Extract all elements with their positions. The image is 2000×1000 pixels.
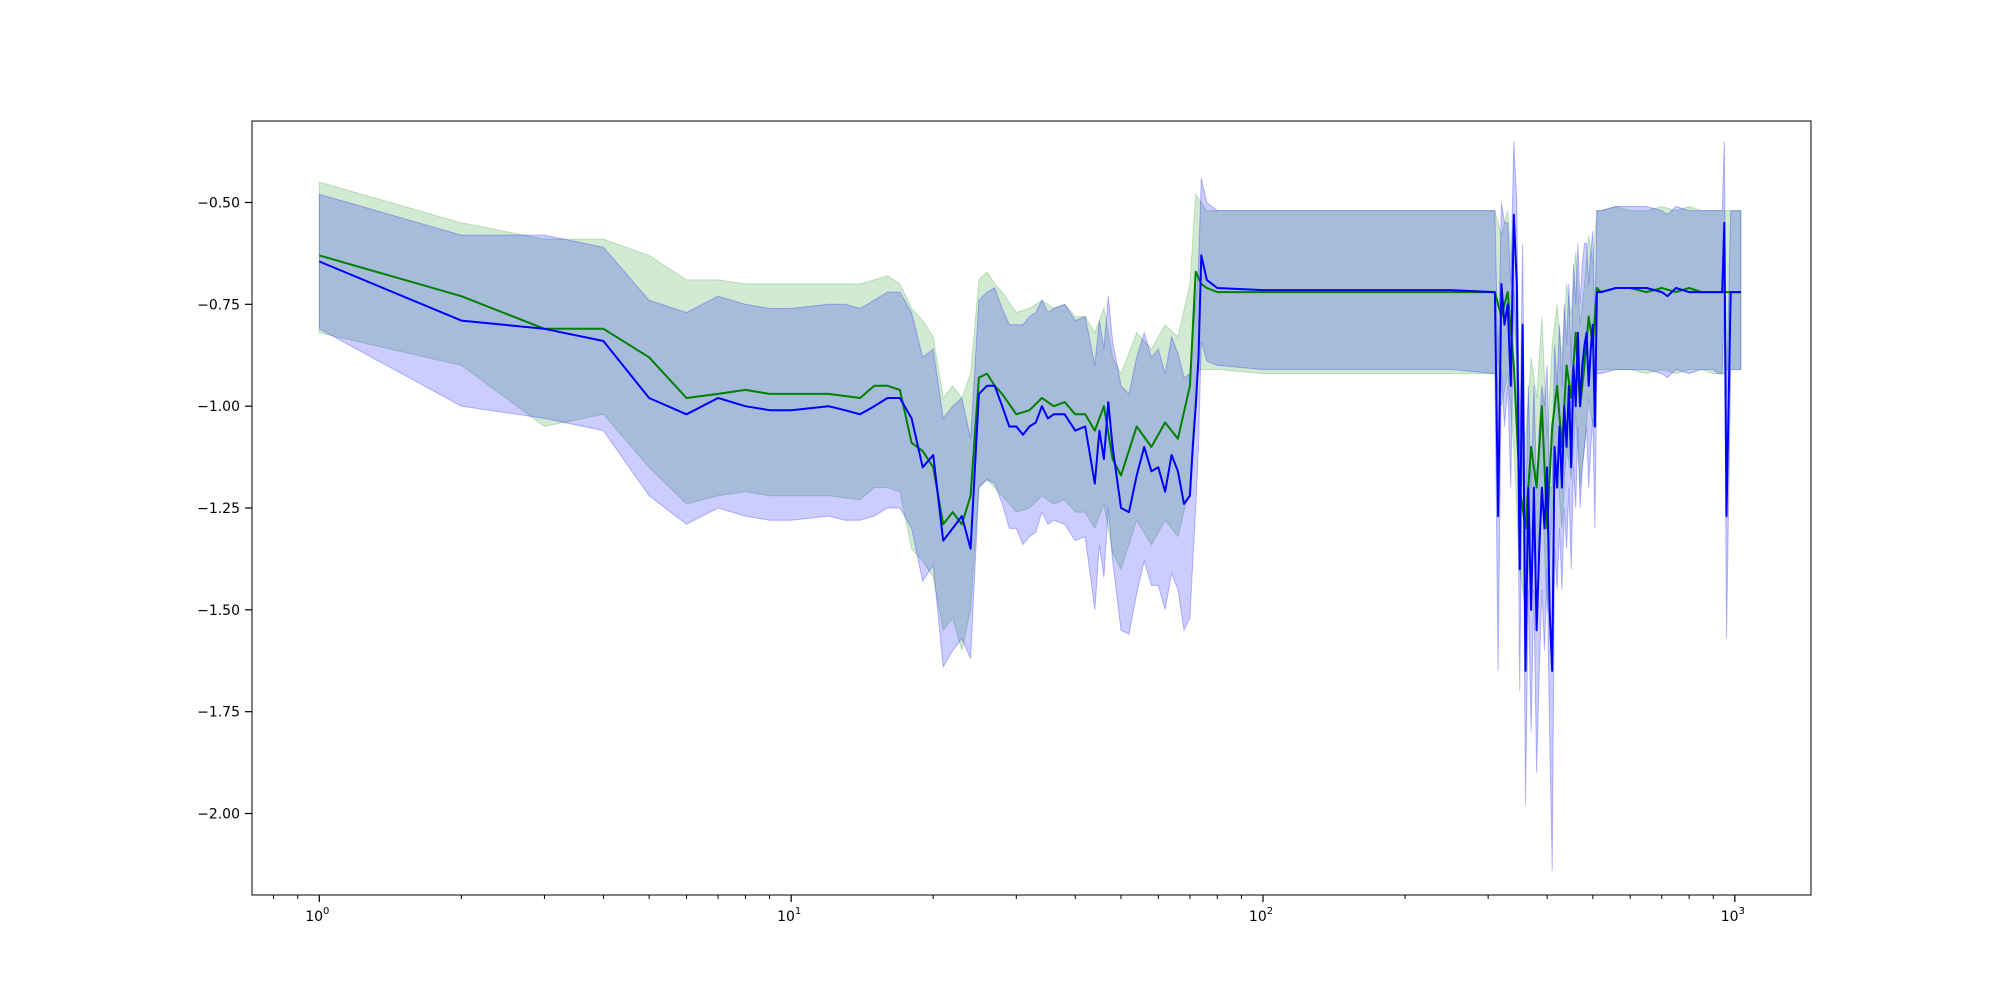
y-tick-label: −1.00: [197, 399, 240, 415]
x-tick-label: 100: [305, 906, 329, 925]
band-series-1: [318, 181, 1742, 651]
confidence-bands: [318, 141, 1742, 871]
y-axis: −0.50 −0.75 −1.00 −1.25 −1.50 −1.75 −2.00: [197, 195, 252, 823]
y-tick-label: −0.75: [197, 297, 240, 313]
x-tick-label: 103: [1721, 906, 1745, 925]
line-series-2: [318, 213, 1741, 672]
x-tick-label: 101: [777, 906, 801, 925]
x-tick-label: 102: [1249, 906, 1273, 925]
y-tick-label: −2.00: [197, 807, 240, 823]
series-lines: [318, 213, 1741, 672]
x-axis: 100 101 102 103: [273, 895, 1745, 925]
band-series-2: [318, 141, 1742, 871]
y-tick-label: −1.25: [197, 501, 240, 517]
y-tick-label: −1.50: [197, 603, 240, 619]
y-tick-label: −1.75: [197, 705, 240, 721]
y-tick-label: −0.50: [197, 195, 240, 211]
